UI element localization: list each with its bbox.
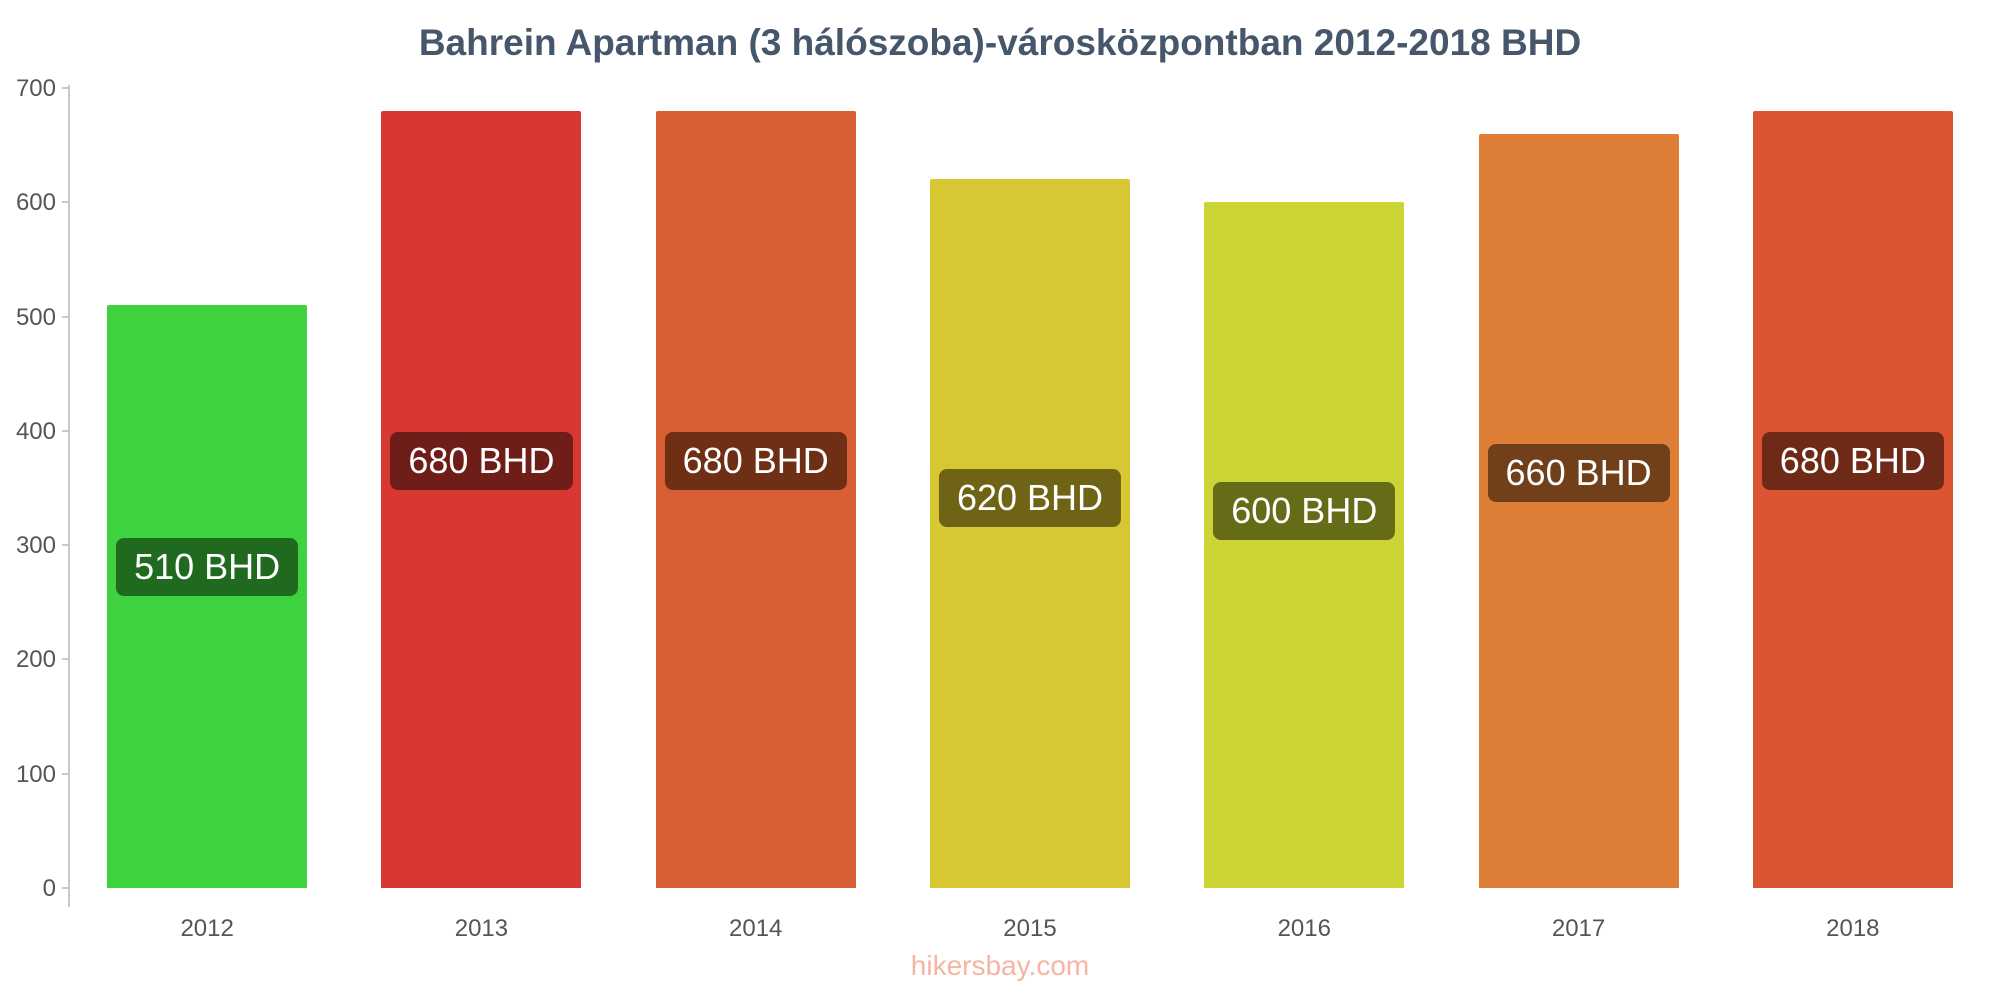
y-axis-tick [62,544,70,547]
y-axis-tick [62,658,70,661]
y-axis-tick-label: 700 [15,75,56,102]
bar-2013: 680 BHD [381,110,582,888]
bar-2014: 680 BHD [655,110,856,888]
bar-2016: 600 BHD [1204,202,1405,888]
x-axis-label-2013: 2013 [454,915,509,942]
y-axis-tick [62,315,70,318]
bar-value-label-2018: 680 BHD [1761,431,1944,490]
x-axis-label-2012: 2012 [180,915,234,942]
bar-2015: 620 BHD [930,179,1130,888]
chart-title: Bahrein Apartman (3 hálószoba)-városközp… [418,22,1582,63]
x-axis-label-2015: 2015 [1003,915,1057,942]
y-axis-tick [62,429,70,432]
bar-value-label-2015: 620 BHD [938,469,1122,528]
y-axis-tick [62,87,70,89]
y-axis-tick-label: 100 [15,760,56,788]
y-axis-tick [62,887,70,889]
x-axis-label-2017: 2017 [1551,915,1606,942]
y-axis-line [68,85,70,907]
y-axis-tick-label: 600 [15,189,56,217]
y-axis-tick-label: 0 [42,875,56,902]
bar-2012: 510 BHD [107,305,308,888]
bar-2018: 680 BHD [1752,110,1953,888]
plot-area: 510 BHD 680 BHD 680 BHD 620 BHD 600 BHD 660 B… [70,88,1990,888]
bar-value-label-2012: 510 BHD [116,538,299,597]
x-axis-label-2016: 2016 [1277,915,1331,942]
bar-value-label-2017: 660 BHD [1487,444,1670,503]
x-axis-label-2018: 2018 [1826,915,1880,942]
chart-footer-watermark: hikersbay.com [910,950,1090,981]
bar-value-label-2016: 600 BHD [1213,481,1396,540]
x-axis-label-2014: 2014 [729,915,783,942]
y-axis-tick [62,201,70,204]
y-axis-tick-label: 200 [15,646,56,674]
y-axis-tick [62,772,70,775]
y-axis-tick-label: 400 [15,417,56,445]
y-axis-tick-label: 500 [15,303,56,331]
bar-value-label-2013: 680 BHD [390,431,573,490]
y-axis-tick-label: 300 [15,532,56,560]
bar-value-label-2014: 680 BHD [664,431,847,490]
bar-2017: 660 BHD [1478,133,1679,888]
